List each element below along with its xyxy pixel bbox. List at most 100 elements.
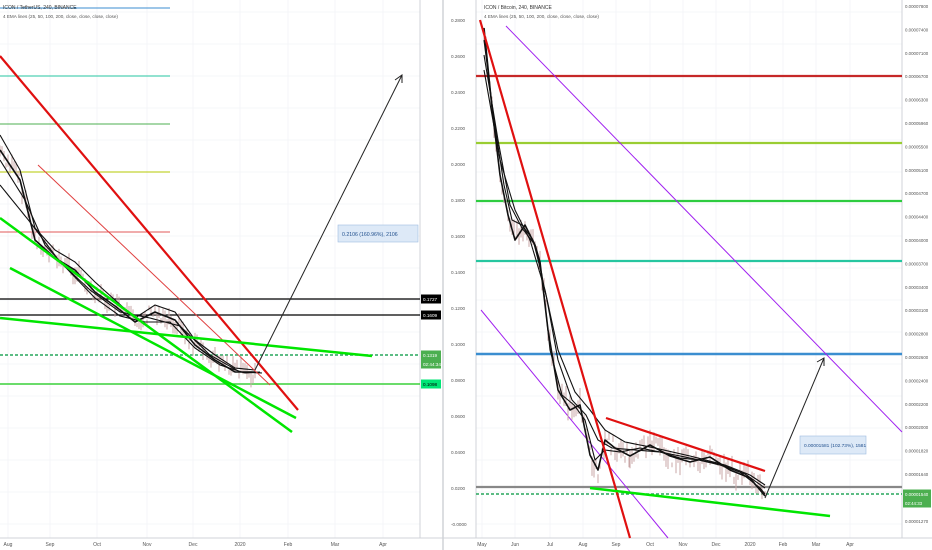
y-tick-label-right-inner: 0.1600 (451, 234, 465, 239)
price-tag-label-left: 0.1098 (423, 382, 437, 387)
price-tag-label-left: 0.1727 (423, 297, 437, 302)
price-tag-right[interactable] (903, 489, 931, 499)
y-tick-label-right-inner: -0.0000 (451, 522, 467, 527)
x-tick-label-left: Dec (189, 542, 198, 548)
x-tick-label-right: Jun (511, 542, 519, 548)
price-axis-label-right: 0.00007400 (905, 27, 929, 32)
measure-label-box-left (337, 224, 419, 243)
ema-line-left (0, 149, 255, 373)
projection-arrow-right[interactable] (764, 357, 825, 499)
support-line-right[interactable] (589, 486, 831, 518)
price-tag-left[interactable] (421, 379, 441, 389)
price-axis-label-right: 0.00006300 (905, 98, 929, 103)
price-tag-label-right: 02:44:33 (905, 501, 923, 506)
x-tick-label-right: 2020 (744, 542, 755, 548)
y-tick-label-right-inner: 0.2600 (451, 54, 465, 59)
price-axis-label-right: 0.00005960 (905, 121, 929, 126)
chart-title-right: ICON / Bitcoin, 240, BINANCE (484, 5, 552, 11)
price-axis-label-right: 0.00004400 (905, 215, 929, 220)
arrowhead-left (394, 74, 403, 83)
descending-trendline-left-thin[interactable] (37, 164, 271, 386)
price-axis-label-right: 0.00003700 (905, 261, 929, 266)
price-axis-label-right: 0.00005100 (905, 168, 929, 173)
price-axis-label-right: 0.00002000 (905, 425, 929, 430)
y-tick-label-right-inner: 0.0400 (451, 450, 465, 455)
horizontal-support-left[interactable] (0, 316, 373, 358)
measure-label-box-right (799, 435, 867, 455)
x-tick-label-right: Oct (646, 542, 654, 548)
price-axis-label-right: 0.00002200 (905, 402, 929, 407)
price-tag-left[interactable] (421, 310, 441, 320)
measure-label-left: 0.2106 (160.96%), 2106 (342, 232, 398, 238)
x-tick-label-left: 2020 (234, 542, 245, 548)
price-tag-label-left: 0.1319 (423, 353, 437, 358)
measure-label-right: 0.00001581 (102.73%), 1581 (804, 443, 866, 449)
x-tick-label-left: Sep (46, 542, 55, 548)
price-tag-left[interactable] (421, 294, 441, 304)
x-tick-label-right: May (477, 542, 487, 548)
y-tick-label-right-inner: 0.1000 (451, 342, 465, 347)
y-tick-label-right-inner: 0.0600 (451, 414, 465, 419)
price-axis-label-right: 0.00007100 (905, 51, 929, 56)
price-axis-label-right: 0.00001640 (905, 472, 929, 477)
y-tick-label-right-inner: 0.2200 (451, 126, 465, 131)
ema-line-right (483, 54, 766, 489)
price-tag-left[interactable] (421, 350, 441, 360)
price-axis-label-right: 0.00005500 (905, 144, 929, 149)
x-tick-label-right: Apr (846, 542, 854, 548)
x-tick-label-right: Sep (612, 542, 621, 548)
x-tick-label-right: Mar (812, 542, 821, 548)
y-tick-label-right-inner: 0.2400 (451, 90, 465, 95)
wedge-lower-left[interactable] (9, 266, 297, 420)
descending-trendline-right[interactable] (478, 19, 632, 539)
x-tick-label-left: Apr (379, 542, 387, 548)
x-tick-label-left: Aug (4, 542, 13, 548)
price-axis-label-right: 0.00002600 (905, 355, 929, 360)
y-tick-label-right-inner: 0.1800 (451, 198, 465, 203)
channel-upper-right[interactable] (505, 25, 903, 433)
price-axis-label-right: 0.00002800 (905, 332, 929, 337)
price-axis-label-right: 0.00001270 (905, 519, 929, 524)
price-tag-label-left: 0.1609 (423, 313, 437, 318)
x-tick-label-right: Aug (579, 542, 588, 548)
chart-title-left: ICON / TetherUS, 240, BINANCE (3, 5, 77, 11)
price-tag-left[interactable] (421, 359, 441, 369)
price-axis-label-right: 0.00002400 (905, 378, 929, 383)
resistance-line-right[interactable] (605, 416, 766, 473)
price-axis-label-right: 0.00003100 (905, 308, 929, 313)
y-tick-label-right-inner: 0.2000 (451, 162, 465, 167)
channel-lower-right[interactable] (480, 309, 669, 539)
price-tag-label-left: 02:44:34 (423, 362, 441, 367)
y-tick-label-right-inner: 0.1200 (451, 306, 465, 311)
price-tag-right[interactable] (903, 498, 931, 508)
x-tick-label-right: Dec (712, 542, 721, 548)
y-tick-label-right-inner: 0.0200 (451, 486, 465, 491)
x-tick-label-left: Mar (331, 542, 340, 548)
price-axis-label-right: 0.00007800 (905, 4, 929, 9)
x-tick-label-right: Nov (679, 542, 688, 548)
price-axis-label-right: 0.00004000 (905, 238, 929, 243)
x-tick-label-right: Jul (547, 542, 553, 548)
arrowhead-right (816, 357, 825, 366)
x-tick-label-left: Oct (93, 542, 101, 548)
projection-arrow-left[interactable] (254, 74, 403, 371)
price-tag-label-right: 0.00001540 (905, 492, 929, 497)
indicator-label-left: 4 EMA lines (25, 50, 100, 200, close, cl… (3, 14, 118, 19)
price-axis-label-right: 0.00004700 (905, 191, 929, 196)
x-tick-label-left: Feb (284, 542, 293, 548)
ema-line-right (483, 69, 766, 486)
x-tick-label-right: Feb (779, 542, 788, 548)
x-tick-label-left: Nov (143, 542, 152, 548)
ema-line-left (0, 159, 261, 374)
price-axis-label-right: 0.00006700 (905, 74, 929, 79)
y-tick-label-right-inner: 0.1400 (451, 270, 465, 275)
descending-trendline-left[interactable] (0, 55, 299, 411)
wedge-support-left[interactable] (0, 216, 293, 434)
left-price-axis[interactable] (420, 0, 442, 550)
price-axis-label-right: 0.00001820 (905, 449, 929, 454)
y-tick-label-right-inner: 0.0800 (451, 378, 465, 383)
y-tick-label-right-inner: 0.2800 (451, 18, 465, 23)
